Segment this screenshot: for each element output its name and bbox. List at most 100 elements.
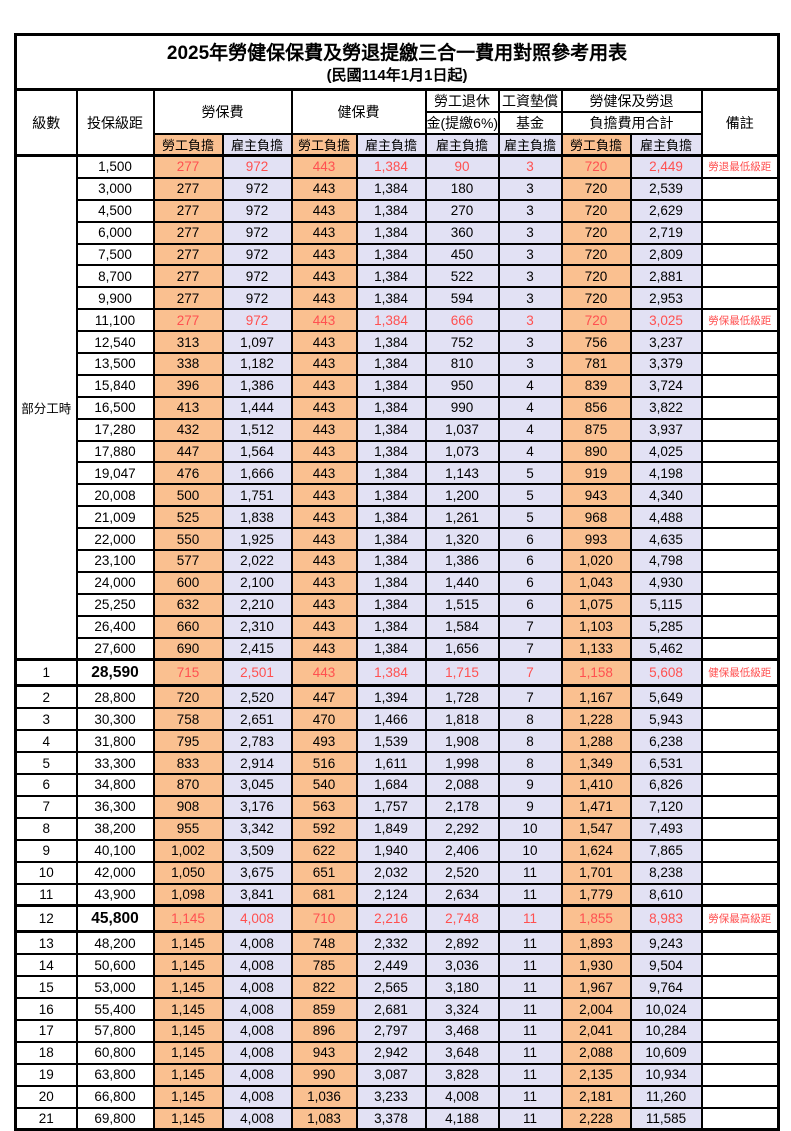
cell-tot_er: 5,115 xyxy=(629,592,703,617)
cell-bracket: 9,900 xyxy=(75,286,155,311)
cell-bracket: 1,500 xyxy=(75,154,155,179)
cell-pension: 270 xyxy=(424,198,500,223)
cell-hi_er: 1,384 xyxy=(355,658,427,688)
cell-li_emp: 1,145 xyxy=(152,1106,224,1131)
cell-wage: 6 xyxy=(497,527,563,552)
cell-bracket: 19,047 xyxy=(75,461,155,486)
cell-li_er: 1,838 xyxy=(221,505,293,530)
cell-bracket: 55,400 xyxy=(75,997,155,1021)
cell-hi_er: 1,384 xyxy=(355,264,427,289)
cell-wage: 3 xyxy=(497,154,563,179)
cell-pension: 1,515 xyxy=(424,592,500,617)
cell-wage: 7 xyxy=(497,636,563,662)
cell-li_er: 4,008 xyxy=(221,904,293,934)
cell-pension: 2,520 xyxy=(424,860,500,885)
cell-wage: 11 xyxy=(497,1018,563,1043)
cell-tot_emp: 2,088 xyxy=(560,1040,632,1065)
table-row: 1 28,590 715 2,501 443 1,384 1,715 7 1,158 5,608 健… xyxy=(14,658,780,688)
cell-li_er: 2,914 xyxy=(221,751,293,776)
cell-li_emp: 955 xyxy=(152,816,224,841)
cell-pension: 3,180 xyxy=(424,975,500,1000)
cell-wage: 3 xyxy=(497,264,563,289)
cell-remark xyxy=(700,417,780,442)
cell-tot_emp: 1,967 xyxy=(560,975,632,1000)
cell-pension: 1,073 xyxy=(424,439,500,464)
cell-wage: 10 xyxy=(497,838,563,863)
cell-pension: 666 xyxy=(424,308,500,333)
cell-wage: 4 xyxy=(497,395,563,420)
cell-li_emp: 1,050 xyxy=(152,860,224,885)
cell-hi_emp: 443 xyxy=(290,352,358,376)
cell-hi_emp: 785 xyxy=(290,953,358,978)
cell-hi_er: 1,384 xyxy=(355,220,427,245)
cell-bracket: 17,880 xyxy=(75,439,155,464)
cell-bracket: 23,100 xyxy=(75,549,155,573)
cell-bracket: 63,800 xyxy=(75,1062,155,1087)
cell-hi_er: 1,940 xyxy=(355,838,427,863)
cell-tot_er: 4,798 xyxy=(629,549,703,573)
premium-comparison-table: 2025年勞健保保費及勞退提繳三合一費用對照參考用表 (民國114年1月1日起)… xyxy=(14,33,781,1131)
table-row: 12,540 313 1,097 443 1,384 752 3 756 3,237 xyxy=(16,330,780,355)
cell-tot_er: 2,881 xyxy=(629,264,703,289)
cell-pension: 810 xyxy=(424,352,500,376)
cell-li_emp: 277 xyxy=(152,154,224,179)
cell-level: 9 xyxy=(14,838,78,863)
cell-tot_emp: 2,041 xyxy=(560,1018,632,1043)
cell-bracket: 12,540 xyxy=(75,330,155,355)
cell-hi_er: 1,384 xyxy=(355,527,427,552)
cell-wage: 3 xyxy=(497,352,563,376)
cell-wage: 4 xyxy=(497,439,563,464)
cell-wage: 11 xyxy=(497,860,563,885)
cell-hi_er: 1,611 xyxy=(355,751,427,776)
cell-hi_emp: 443 xyxy=(290,154,358,179)
cell-tot_emp: 2,228 xyxy=(560,1106,632,1131)
cell-tot_er: 7,493 xyxy=(629,816,703,841)
cell-remark: 勞退最低級距 xyxy=(700,154,780,179)
cell-wage: 6 xyxy=(497,570,563,595)
cell-wage: 3 xyxy=(497,242,563,267)
cell-li_er: 972 xyxy=(221,264,293,289)
cell-level: 21 xyxy=(14,1106,78,1131)
cell-remark xyxy=(700,264,780,289)
header-remark: 備註 xyxy=(700,88,780,157)
cell-tot_er: 3,822 xyxy=(629,395,703,420)
cell-li_er: 3,509 xyxy=(221,838,293,863)
cell-tot_er: 5,649 xyxy=(629,684,703,710)
cell-wage: 8 xyxy=(497,707,563,732)
cell-hi_er: 1,384 xyxy=(355,308,427,333)
cell-wage: 11 xyxy=(497,1106,563,1131)
table-row: 7,500 277 972 443 1,384 450 3 720 2,809 xyxy=(16,242,780,267)
cell-hi_emp: 443 xyxy=(290,198,358,223)
cell-remark xyxy=(700,549,780,573)
cell-tot_emp: 839 xyxy=(560,373,632,398)
cell-tot_er: 4,340 xyxy=(629,483,703,508)
table-row: 21 69,800 1,145 4,008 1,083 3,378 4,188 11 2,228… xyxy=(14,1106,780,1131)
cell-remark xyxy=(700,773,780,797)
table-row: 9 40,100 1,002 3,509 622 1,940 2,406 10 1,624 7,8… xyxy=(14,838,780,863)
cell-remark xyxy=(700,794,780,819)
cell-bracket: 69,800 xyxy=(75,1106,155,1131)
table-row: 2 28,800 720 2,520 447 1,394 1,728 7 1,167 5,649 xyxy=(14,684,780,710)
cell-bracket: 45,800 xyxy=(75,904,155,934)
header-li-employer-share: 雇主負擔 xyxy=(221,133,293,157)
cell-li_er: 972 xyxy=(221,220,293,245)
table-row: 17,280 432 1,512 443 1,384 1,037 4 875 3,937 xyxy=(16,417,780,442)
cell-level: 12 xyxy=(14,904,78,934)
cell-tot_er: 10,934 xyxy=(629,1062,703,1087)
cell-tot_emp: 943 xyxy=(560,483,632,508)
cell-pension: 2,178 xyxy=(424,794,500,819)
cell-li_er: 4,008 xyxy=(221,1018,293,1043)
cell-pension: 2,892 xyxy=(424,930,500,956)
cell-tot_er: 10,024 xyxy=(629,997,703,1021)
cell-tot_emp: 720 xyxy=(560,308,632,333)
cell-level: 3 xyxy=(14,707,78,732)
cell-hi_emp: 748 xyxy=(290,930,358,956)
cell-level: 13 xyxy=(14,930,78,956)
cell-li_er: 3,342 xyxy=(221,816,293,841)
cell-li_er: 972 xyxy=(221,242,293,267)
header-level: 級數 xyxy=(14,88,78,157)
cell-li_emp: 1,145 xyxy=(152,1062,224,1087)
cell-remark xyxy=(700,953,780,978)
cell-pension: 1,037 xyxy=(424,417,500,442)
part-time-merged-cell: 部分工時 xyxy=(14,154,78,661)
